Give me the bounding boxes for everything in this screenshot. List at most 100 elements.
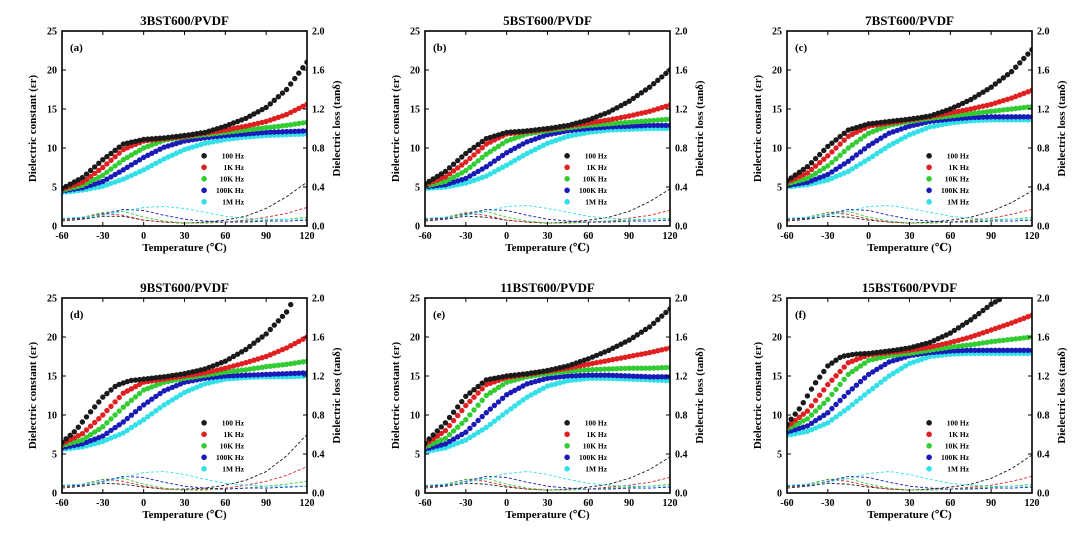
y2-tick-label: 0.4 (675, 450, 688, 461)
data-point (520, 383, 526, 389)
data-point (573, 368, 579, 374)
data-point (149, 375, 155, 381)
data-point (214, 138, 220, 144)
data-point (610, 356, 616, 363)
data-point (972, 341, 978, 347)
data-point (968, 111, 974, 117)
legend-marker (926, 153, 932, 159)
data-point (821, 368, 827, 375)
plot-frame (424, 297, 671, 494)
legend-marker (201, 199, 207, 205)
data-point (857, 351, 864, 357)
data-point (544, 125, 551, 132)
data-point (279, 362, 286, 368)
data-point (296, 70, 302, 76)
data-point (878, 349, 884, 355)
data-point (87, 409, 94, 415)
data-point (83, 427, 90, 433)
loss-line-100khz (425, 208, 670, 223)
data-point (438, 171, 444, 177)
y-tick-label: 5 (52, 450, 57, 461)
data-point (841, 130, 847, 136)
data-point (157, 146, 163, 152)
data-point (438, 437, 444, 443)
data-point (634, 123, 640, 129)
data-point (108, 150, 114, 157)
legend-label: 10K Hz (945, 441, 970, 450)
data-point (230, 363, 237, 369)
data-point (923, 340, 929, 347)
data-point (902, 363, 909, 369)
data-point (214, 367, 220, 373)
data-point (655, 117, 661, 123)
data-point (463, 180, 469, 186)
data-point (939, 341, 945, 347)
data-point (471, 407, 477, 413)
data-point (565, 363, 571, 369)
loss-line-100hz (787, 190, 1032, 224)
data-point (906, 116, 913, 122)
data-point (886, 118, 892, 125)
data-point (251, 130, 257, 136)
data-point (202, 140, 208, 146)
legend-marker (564, 164, 570, 171)
data-point (1008, 114, 1015, 120)
data-point (540, 376, 547, 383)
data-point (136, 147, 143, 153)
legend-label: 1K Hz (948, 430, 969, 439)
data-point (976, 91, 982, 98)
legend-marker (564, 466, 570, 472)
data-point (251, 372, 257, 378)
data-point (646, 108, 653, 115)
data-point (585, 372, 591, 378)
data-point (980, 109, 986, 116)
data-point (1004, 106, 1011, 113)
data-point (120, 430, 127, 436)
data-point (128, 139, 135, 145)
chart-title: 3BST600/PVDF (140, 13, 229, 28)
data-point (206, 364, 212, 371)
data-point (128, 143, 135, 149)
legend-label: 1M Hz (222, 197, 245, 206)
data-point (606, 121, 612, 127)
data-point (626, 373, 632, 379)
legend: 100 Hz 1K Hz 10K Hz 100K Hz 1M Hz (564, 151, 608, 206)
legend-marker (201, 454, 207, 461)
loss-line-1khz (62, 207, 307, 224)
data-point (79, 174, 86, 181)
data-point (1021, 55, 1027, 62)
data-point (1008, 95, 1015, 101)
data-point (853, 351, 860, 357)
data-point (968, 347, 974, 353)
legend-marker (564, 176, 570, 182)
data-point (817, 392, 823, 398)
data-point (931, 337, 937, 344)
data-point (92, 176, 98, 183)
data-point (479, 397, 485, 403)
data-point (939, 109, 945, 115)
data-point (602, 366, 608, 372)
data-point (442, 168, 449, 175)
data-point (532, 390, 538, 396)
data-point (577, 363, 583, 369)
data-point (845, 158, 851, 164)
data-point (630, 123, 636, 129)
data-point (430, 432, 436, 438)
data-point (495, 399, 502, 405)
legend-marker (926, 176, 932, 182)
chart-title: 9BST600/PVDF (140, 280, 229, 295)
data-point (479, 166, 485, 172)
data-point (67, 432, 73, 438)
data-point (491, 402, 498, 409)
data-point (463, 402, 469, 409)
data-point (569, 377, 575, 383)
data-point (190, 144, 196, 150)
x-tick-label: -30 (821, 498, 834, 509)
data-point (812, 408, 819, 414)
data-point (251, 126, 257, 132)
data-point (442, 445, 449, 451)
panel-label: (d) (70, 309, 84, 321)
data-point (992, 108, 998, 114)
data-point (479, 174, 485, 181)
chart-title: 15BST600/PVDF (862, 280, 957, 295)
